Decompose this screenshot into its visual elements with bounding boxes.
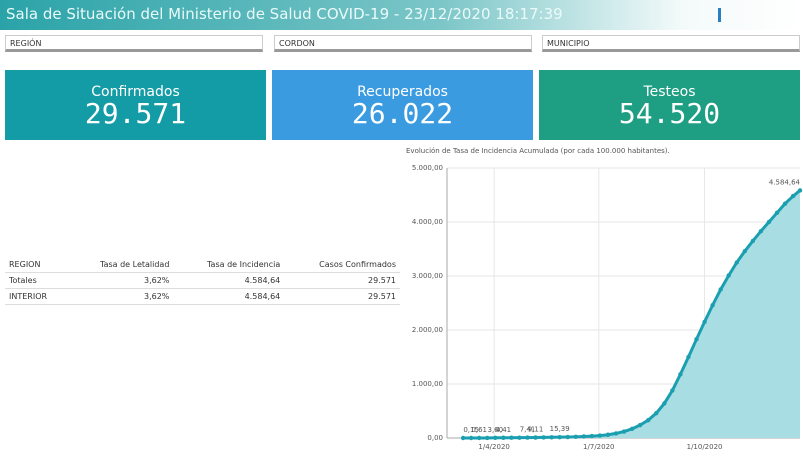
point (670, 388, 675, 393)
x-tick-label: 1/7/2020 (583, 443, 614, 451)
point (509, 435, 514, 440)
table-cell: 4.584,64 (173, 288, 285, 305)
column-header: Casos Confirmados (284, 257, 400, 273)
point (517, 435, 522, 440)
y-tick-label: 5.000,00 (412, 164, 443, 172)
y-tick-label: 0,00 (427, 434, 443, 442)
point (790, 193, 796, 199)
kpi-label: Recuperados (357, 84, 448, 100)
point (742, 248, 748, 254)
filter[interactable]: REGIÓN (5, 35, 263, 52)
point (702, 319, 707, 325)
point (766, 219, 772, 225)
data-label: 7,41 (520, 426, 536, 434)
kpi-value: 26.022 (351, 97, 454, 130)
point (718, 287, 723, 292)
point (468, 435, 474, 441)
point (541, 435, 546, 440)
point (460, 435, 466, 441)
point (525, 435, 530, 440)
data-label: 0,15 (463, 426, 479, 434)
kpi-value: 54.520 (618, 97, 721, 130)
point (621, 429, 627, 434)
kpi-card: Confirmados 29.571 (5, 70, 266, 140)
table-row: INTERIOR 3,62% 4.584,64 29.571 (5, 288, 400, 305)
table-cell: INTERIOR (5, 288, 68, 305)
y-tick-label: 4.000,00 (412, 218, 443, 226)
column-header: Tasa de Letalidad (67, 257, 174, 273)
kpi-card: Recuperados 26.022 (272, 70, 533, 140)
column-header: Tasa de Incidencia (173, 257, 285, 273)
data-label: 4,41 (496, 426, 512, 434)
chart-title: Evolución de Tasa de Incidencia Acumulad… (406, 147, 670, 155)
point (782, 201, 788, 206)
point (686, 354, 691, 360)
point (557, 434, 562, 440)
kpi-label: Confirmados (91, 84, 180, 100)
table-cell: 4.584,64 (173, 272, 285, 289)
kpi-value: 29.571 (84, 97, 187, 130)
point (797, 188, 803, 193)
table-cell: 3,62% (67, 288, 174, 305)
table-row: Totales 3,62% 4.584,64 29.571 (5, 272, 400, 289)
point (662, 401, 667, 406)
point (694, 336, 699, 342)
table-cell: 3,62% (67, 272, 174, 289)
filter[interactable]: CORDON (274, 35, 532, 52)
point (605, 432, 611, 437)
point (710, 302, 715, 308)
title: Sala de Situación del Ministerio de Salu… (6, 5, 563, 23)
point (476, 435, 482, 441)
point (549, 435, 554, 440)
x-tick-label: 1/4/2020 (478, 443, 509, 451)
point (678, 372, 683, 377)
data-label: 15,39 (550, 425, 570, 433)
point (654, 410, 659, 416)
point (485, 435, 490, 441)
point (573, 434, 578, 440)
point (501, 435, 506, 440)
point (750, 238, 756, 244)
point (629, 426, 635, 432)
table-header: REGION Tasa de Letalidad Tasa de Incidenci… (5, 257, 400, 273)
logo (718, 8, 801, 22)
y-tick-label: 3.000,00 (412, 272, 443, 280)
point (533, 435, 538, 440)
column-header: REGION (5, 257, 68, 273)
point (613, 431, 619, 436)
kpi-card: Testeos 54.520 (539, 70, 800, 140)
data-table: REGION Tasa de Letalidad Tasa de Incidenci… (5, 257, 400, 305)
data-label: 0,61 (471, 426, 487, 434)
point (597, 433, 603, 438)
filter[interactable]: MUNICIPIO (542, 35, 800, 52)
x-tick-label: 1/10/2020 (687, 443, 723, 451)
table-cell: 29.571 (284, 288, 400, 305)
point (774, 210, 780, 216)
point (758, 228, 764, 234)
point (493, 435, 498, 441)
point (637, 422, 643, 428)
table-cell: 29.571 (284, 272, 400, 289)
y-tick-label: 2.000,00 (412, 326, 443, 334)
kpi-label: Testeos (643, 84, 696, 100)
header: Sala de Situación del Ministerio de Salu… (0, 0, 803, 30)
table-cell: Totales (5, 272, 68, 289)
area (463, 190, 800, 438)
point (589, 433, 595, 439)
chart: Evolución de Tasa de Incidencia Acumulad… (406, 147, 803, 451)
data-label: 9,11 (528, 426, 544, 434)
y-tick-label: 1.000,00 (412, 380, 443, 388)
point (581, 434, 587, 439)
point (646, 417, 651, 423)
data-label: 4.584,64 (769, 178, 801, 186)
point (726, 273, 731, 278)
point (565, 434, 570, 440)
data-label: 3,60 (487, 426, 503, 434)
point (734, 260, 739, 265)
